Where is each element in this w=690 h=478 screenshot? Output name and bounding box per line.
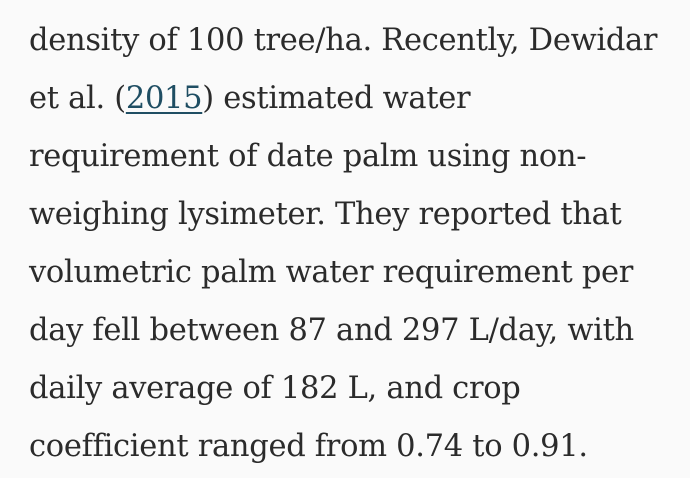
paragraph-text: et al. ( (29, 81, 126, 116)
paragraph-line: requirement of date palm using non- (29, 139, 587, 174)
citation-link-2015[interactable]: 2015 (125, 81, 203, 116)
article-paragraph: density of 100 tree/ha. Recently, Dewida… (29, 12, 679, 476)
paragraph-line: volumetric palm water requirement per (29, 255, 634, 290)
paragraph-line: et al. (2015) estimated water (29, 70, 679, 128)
paragraph-line: density of 100 tree/ha. Recently, Dewida… (29, 23, 658, 58)
paragraph-line: daily average of 182 L, and crop (29, 371, 521, 406)
paragraph-text: ) estimated water (202, 81, 471, 116)
paragraph-line: day fell between 87 and 297 L/day, with (29, 313, 634, 348)
paragraph-line: coefficient ranged from 0.74 to 0.91. (29, 429, 588, 464)
paragraph-line: weighing lysimeter. They reported that (29, 197, 622, 232)
